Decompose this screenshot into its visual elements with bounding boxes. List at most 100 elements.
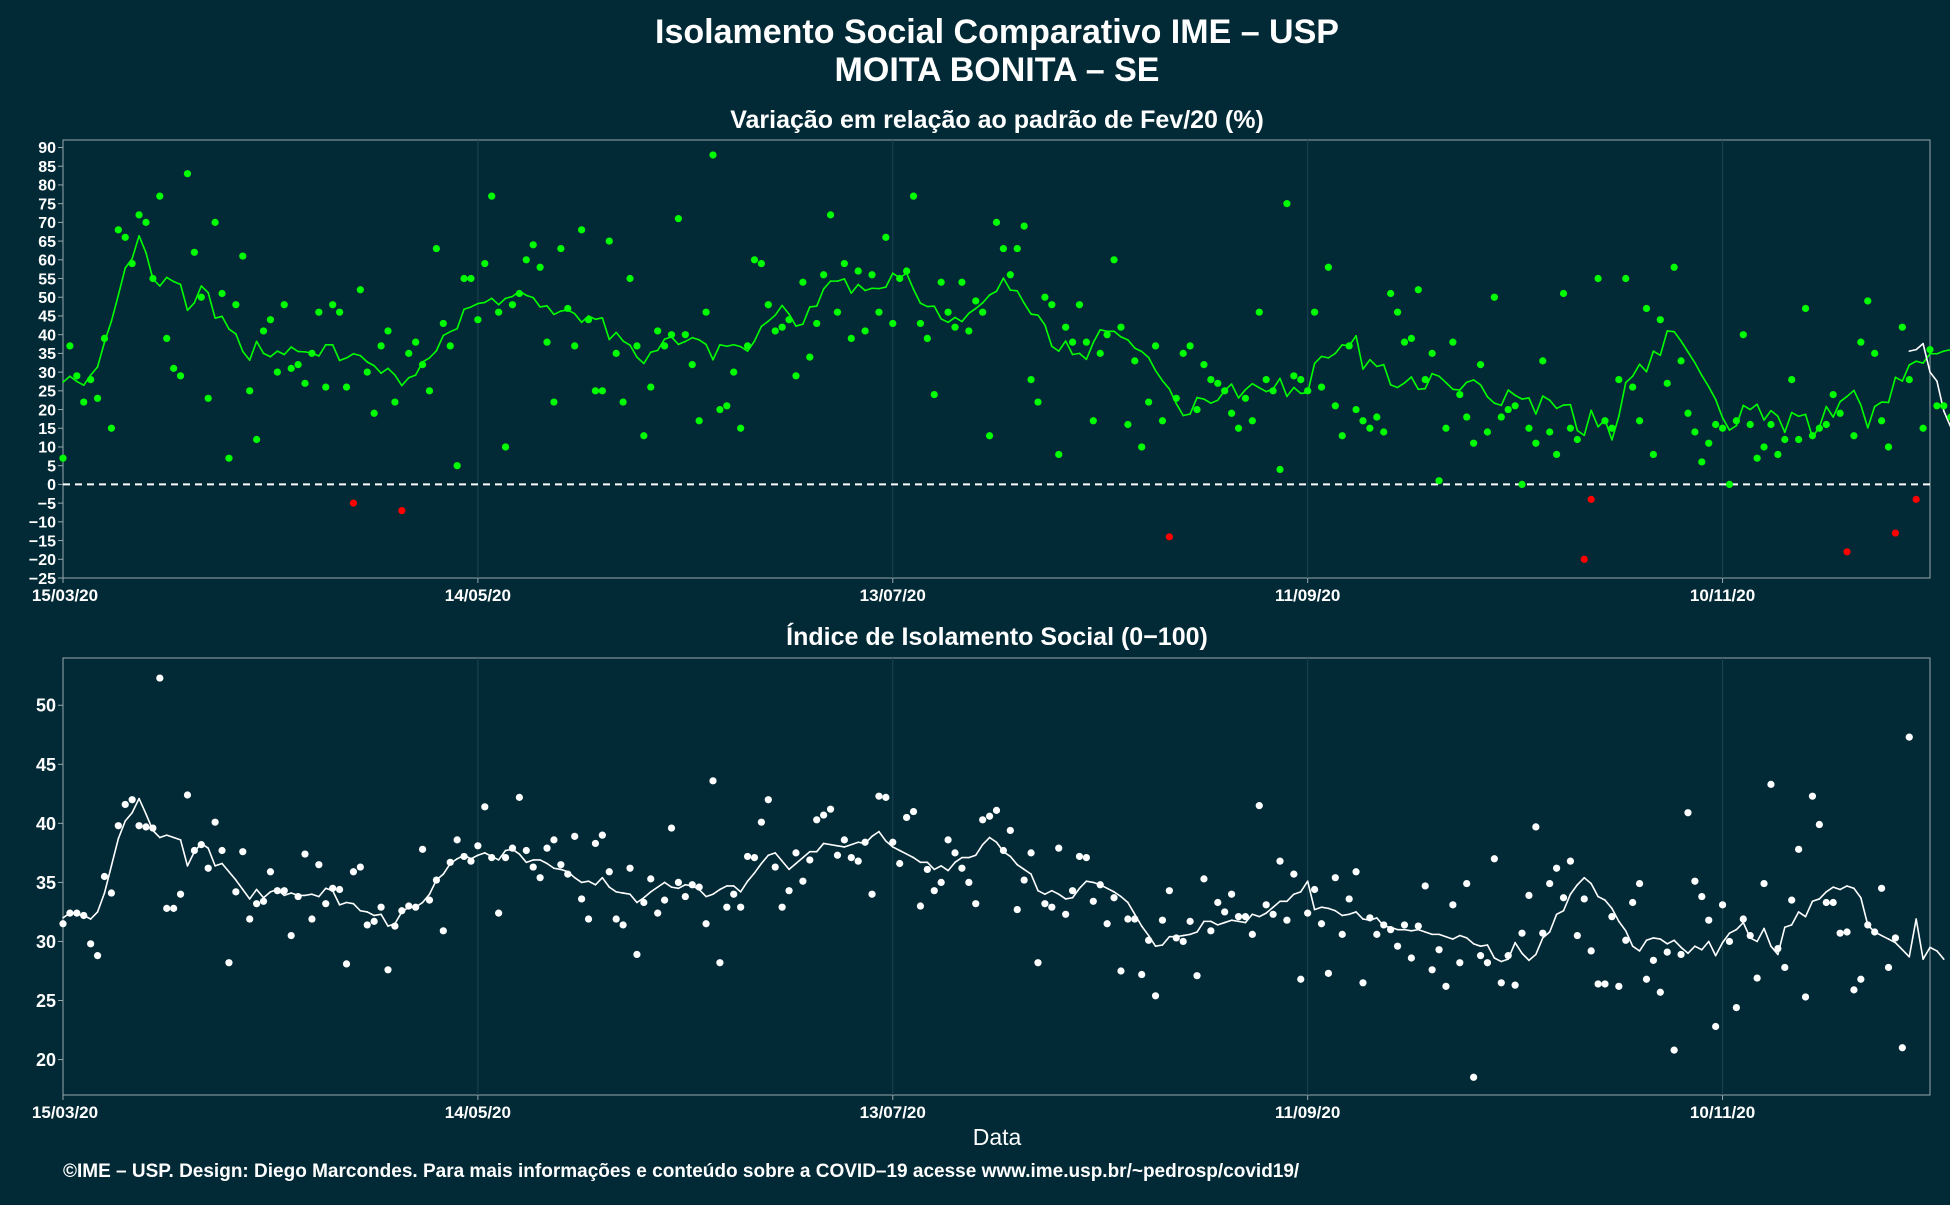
data-point (1698, 458, 1705, 465)
data-point (1352, 406, 1359, 413)
data-point (889, 320, 896, 327)
data-point (661, 342, 668, 349)
data-point (1304, 387, 1311, 394)
moving-average-segment (1418, 389, 1425, 390)
data-point (246, 387, 253, 394)
y-tick-label: 30 (38, 365, 56, 382)
data-point (1027, 849, 1034, 856)
data-point (1242, 913, 1249, 920)
data-point (1885, 964, 1892, 971)
data-point (758, 260, 765, 267)
data-point (1823, 421, 1830, 428)
data-point (620, 921, 627, 928)
data-point (661, 897, 668, 904)
data-point (1892, 934, 1899, 941)
data-point (675, 879, 682, 886)
data-point (1401, 339, 1408, 346)
data-point (958, 865, 965, 872)
data-point (1269, 911, 1276, 918)
data-point (135, 211, 142, 218)
x-tick-label: 14/05/20 (445, 586, 511, 605)
y-tick-label: 50 (38, 290, 56, 307)
data-point (1760, 880, 1767, 887)
data-point (1712, 421, 1719, 428)
data-point (702, 920, 709, 927)
data-point (454, 462, 461, 469)
data-point (1719, 425, 1726, 432)
data-point (1297, 976, 1304, 983)
data-point (301, 850, 308, 857)
y-tick-label: 75 (38, 196, 56, 213)
data-point (785, 887, 792, 894)
data-point (1532, 440, 1539, 447)
data-point (1857, 976, 1864, 983)
data-point (1560, 894, 1567, 901)
data-point (1256, 802, 1263, 809)
data-point (1325, 970, 1332, 977)
data-point (218, 290, 225, 297)
data-point (868, 271, 875, 278)
data-point (1131, 915, 1138, 922)
data-point (716, 959, 723, 966)
data-point (965, 327, 972, 334)
data-point (1366, 425, 1373, 432)
data-point (1781, 964, 1788, 971)
y-tick-label: 40 (36, 814, 56, 834)
data-point (391, 923, 398, 930)
data-point (295, 361, 302, 368)
data-point (1207, 376, 1214, 383)
footer-credits: ©IME – USP. Design: Diego Marcondes. Par… (63, 1161, 1300, 1182)
data-point (1429, 966, 1436, 973)
data-point (1000, 847, 1007, 854)
data-point (682, 893, 689, 900)
data-point (1221, 908, 1228, 915)
data-point (1242, 395, 1249, 402)
data-point (1124, 915, 1131, 922)
y-tick-label: 20 (38, 402, 56, 419)
data-point (1733, 1004, 1740, 1011)
data-point (1484, 959, 1491, 966)
data-point (308, 350, 315, 357)
data-point (647, 875, 654, 882)
data-point (336, 886, 343, 893)
data-point (135, 822, 142, 829)
data-point (440, 927, 447, 934)
data-point (502, 443, 509, 450)
data-point (1297, 376, 1304, 383)
data-point (357, 863, 364, 870)
data-point (986, 432, 993, 439)
panel2-title: Índice de Isolamento Social (0−100) (786, 622, 1208, 651)
y-tick-label: 20 (36, 1050, 56, 1070)
data-point (820, 811, 827, 818)
data-point (163, 905, 170, 912)
data-point (509, 301, 516, 308)
y-tick-label: −20 (29, 552, 56, 569)
moving-average-segment (1522, 398, 1529, 399)
data-point (405, 902, 412, 909)
data-point (592, 840, 599, 847)
y-tick-label: 65 (38, 234, 56, 251)
data-point (1090, 898, 1097, 905)
data-point (944, 836, 951, 843)
data-point (951, 324, 958, 331)
data-point (1837, 410, 1844, 417)
data-point (1906, 734, 1913, 741)
data-point (709, 151, 716, 158)
data-point (301, 380, 308, 387)
data-point (1387, 926, 1394, 933)
data-point (1677, 357, 1684, 364)
data-point (1152, 342, 1159, 349)
data-point (1671, 1047, 1678, 1054)
data-point (87, 376, 94, 383)
data-point (377, 342, 384, 349)
data-point (1933, 402, 1940, 409)
data-point (205, 865, 212, 872)
data-point (1027, 376, 1034, 383)
data-point (1456, 391, 1463, 398)
data-point (1283, 917, 1290, 924)
data-point (1518, 481, 1525, 488)
data-point (1415, 286, 1422, 293)
data-point (1505, 952, 1512, 959)
data-point (1581, 895, 1588, 902)
y-tick-label: 80 (38, 178, 56, 195)
